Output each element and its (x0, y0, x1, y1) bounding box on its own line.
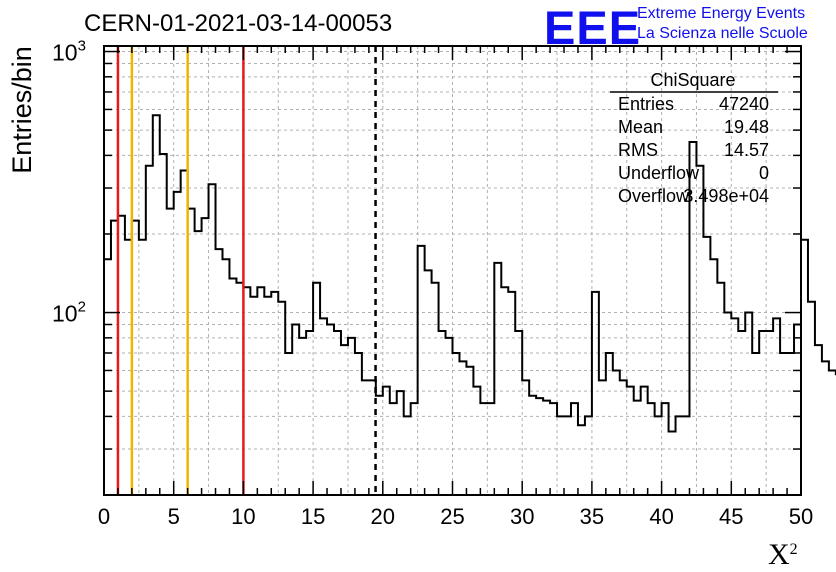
x-tick-label: 5 (168, 504, 180, 529)
x-tick-label: 20 (371, 504, 395, 529)
stats-box: ChiSquare Entries 47240 Mean 19.48 RMS 14.57 U… (610, 70, 778, 206)
x-tick-label: 45 (719, 504, 743, 529)
y-tick-label: 103 (52, 38, 86, 66)
stats-label: Underflow (618, 163, 700, 183)
x-tick-label: 25 (440, 504, 464, 529)
x-tick-label: 50 (789, 504, 813, 529)
stats-value: 3.498e+04 (683, 186, 769, 206)
x-tick-labels: 0 5 10 15 20 25 30 35 40 45 50 (98, 504, 813, 529)
stats-value: 19.48 (724, 117, 769, 137)
stats-label: Entries (618, 94, 674, 114)
stats-box-title: ChiSquare (650, 70, 735, 90)
stats-value: 47240 (719, 94, 769, 114)
x-tick-label: 40 (649, 504, 673, 529)
x-tick-label: 35 (580, 504, 604, 529)
y-tick-label: 102 (52, 299, 86, 327)
logo-subtitle-line2: La Scienza nelle Scuole (637, 25, 808, 42)
stats-value: 0 (759, 163, 769, 183)
stats-label: Overflow (618, 186, 690, 206)
logo-subtitle-line1: Extreme Energy Events (637, 5, 806, 22)
x-tick-label: 30 (510, 504, 534, 529)
x-axis-label: X2 (768, 538, 798, 571)
x-tick-label: 15 (301, 504, 325, 529)
y-axis-label: Entries/bin (7, 46, 37, 174)
grid (104, 46, 801, 495)
stats-value: 14.57 (724, 140, 769, 160)
y-tick-labels: 102 103 (52, 38, 86, 327)
run-title: CERN-01-2021-03-14-00053 (84, 10, 393, 37)
x-tick-label: 10 (231, 504, 255, 529)
x-tick-label: 0 (98, 504, 110, 529)
histogram-series-line (104, 114, 836, 433)
stats-label: Mean (618, 117, 663, 137)
axis-ticks (103, 46, 802, 495)
marker-lines (116, 46, 377, 495)
stats-label: RMS (618, 140, 658, 160)
